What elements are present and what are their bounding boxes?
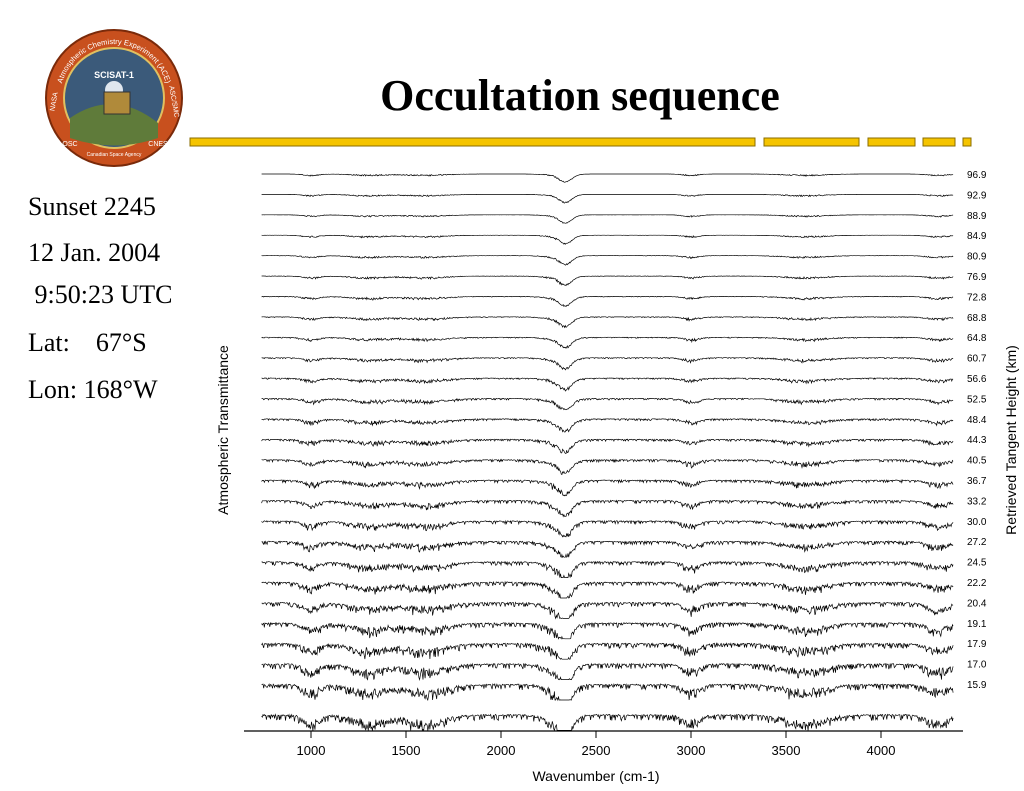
tangent-height-label: 60.7 [967, 354, 987, 365]
tangent-height-label: 64.8 [967, 333, 987, 344]
spectrum-trace [261, 478, 954, 497]
spectrum-trace [261, 560, 954, 579]
tangent-height-label: 88.9 [967, 211, 987, 222]
tangent-height-label: 48.4 [967, 415, 987, 426]
spectrum-trace [261, 275, 954, 287]
spectrum-trace [261, 580, 954, 599]
title-accent-bars [189, 137, 972, 147]
tangent-height-label: 52.5 [967, 394, 987, 405]
spectrum-trace [261, 601, 954, 620]
accent-bar [867, 137, 916, 147]
logo-center-text: SCISAT-1 [94, 70, 134, 80]
tangent-height-label: 30.0 [967, 517, 987, 528]
x-tick-label: 2000 [487, 743, 516, 758]
spectrum-trace [261, 417, 954, 433]
spectrum-trace [261, 519, 954, 538]
spectrum-trace [261, 377, 954, 392]
tangent-height-label: 24.5 [967, 558, 987, 569]
info-time: 9:50:23 UTC [28, 280, 173, 309]
spectrum-trace [261, 255, 954, 266]
spectrum-trace [261, 214, 954, 224]
spectrum-trace [261, 336, 954, 349]
spectrum-trace [261, 194, 954, 204]
x-tick-label: 2500 [582, 743, 611, 758]
logo-bottom-right-text: CNES [148, 141, 168, 148]
spectrum-trace [261, 438, 954, 454]
spectrum-trace [261, 621, 954, 640]
y-axis-label-left: Atmospheric Transmittance [215, 345, 231, 515]
spectrum-trace [261, 397, 954, 411]
x-ticks: 1000 1500 2000 2500 3000 3500 4000 [297, 731, 896, 758]
info-longitude: Lon: 168°W [28, 375, 158, 404]
spectrum-trace [261, 295, 954, 308]
accent-bar [763, 137, 860, 147]
spectra-group [261, 173, 954, 732]
tangent-height-label: 15.9 [967, 680, 987, 691]
logo-bottom-center-text: Canadian Space Agency [87, 152, 142, 158]
info-date: 12 Jan. 2004 [28, 238, 161, 267]
spectrum-trace [261, 173, 954, 183]
x-tick-label: 3000 [677, 743, 706, 758]
tangent-height-label: 20.4 [967, 598, 987, 609]
spectrum-trace [261, 540, 954, 559]
info-latitude: Lat: 67°S [28, 328, 147, 357]
spectrum-trace [261, 316, 954, 329]
y-axis-label-right: Retrieved Tangent Height (km) [1003, 345, 1019, 535]
tangent-height-label: 80.9 [967, 252, 987, 263]
x-axis-label: Wavenumber (cm-1) [532, 768, 659, 784]
tangent-height-label: 44.3 [967, 435, 987, 446]
tangent-height-label: 22.2 [967, 578, 987, 589]
tangent-height-label: 68.8 [967, 313, 987, 324]
spectrum-trace [261, 499, 954, 518]
tangent-height-label: 33.2 [967, 496, 987, 507]
x-tick-label: 3500 [772, 743, 801, 758]
accent-bar [962, 137, 972, 147]
tangent-height-label: 56.6 [967, 374, 987, 385]
tangent-height-label: 40.5 [967, 456, 987, 467]
tangent-height-label: 27.2 [967, 537, 987, 548]
slide-title: Occultation sequence [380, 71, 780, 120]
tangent-height-label: 36.7 [967, 476, 987, 487]
tangent-height-label: 84.9 [967, 231, 987, 242]
tangent-height-labels: 96.9 92.9 88.9 84.9 80.9 76.9 72.8 68.8 64.8 60.7… [967, 170, 987, 691]
tangent-height-label: 72.8 [967, 292, 987, 303]
spectrum-trace [261, 642, 954, 660]
spectrum-trace [261, 357, 954, 371]
accent-bar [922, 137, 956, 147]
spectrum-trace [261, 458, 954, 476]
logo-bottom-left-text: OSC [62, 141, 77, 148]
tangent-height-label: 96.9 [967, 170, 987, 181]
x-tick-label: 1000 [297, 743, 326, 758]
x-tick-label: 1500 [392, 743, 421, 758]
tangent-height-label: 92.9 [967, 190, 987, 201]
tangent-height-label: 76.9 [967, 272, 987, 283]
scisat-logo: Atmospheric Chemistry Experiment (ACE) S… [45, 29, 183, 167]
spectrum-trace [261, 662, 954, 681]
info-sunset: Sunset 2245 [28, 192, 156, 221]
spectrum-trace [261, 234, 954, 245]
spectrum-trace [261, 682, 954, 702]
logo-left-text: NASA [49, 91, 59, 111]
tangent-height-label: 17.9 [967, 639, 987, 650]
tangent-height-label: 19.1 [967, 619, 987, 630]
spectrum-trace [261, 713, 954, 732]
x-tick-label: 4000 [867, 743, 896, 758]
accent-bar [189, 137, 756, 147]
tangent-height-label: 17.0 [967, 660, 987, 671]
